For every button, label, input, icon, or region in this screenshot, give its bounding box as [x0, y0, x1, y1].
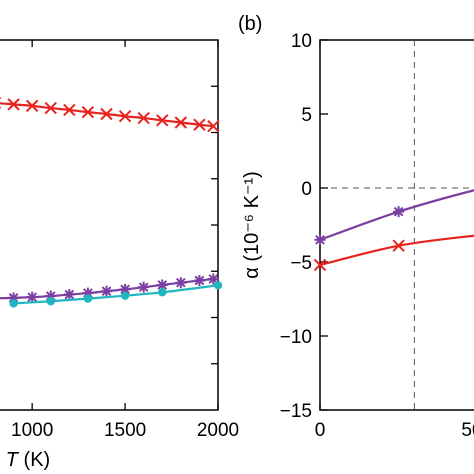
data-point [137, 111, 150, 125]
y-tick-label: 5 [301, 105, 312, 126]
data-point [7, 98, 20, 111]
panel-a-series [0, 96, 223, 308]
x-axis-label-variable: T [6, 449, 20, 471]
data-point [156, 279, 168, 291]
panel-b-ticks [319, 39, 328, 411]
data-point [9, 299, 18, 308]
data-point [83, 294, 93, 303]
data-point [313, 258, 327, 272]
data-point [25, 99, 39, 113]
panel-a-x-ticks [31, 40, 219, 410]
data-point [63, 289, 75, 301]
data-point [207, 273, 219, 285]
data-point [118, 110, 132, 123]
data-point [81, 105, 95, 119]
y-tick-label: −10 [280, 327, 312, 348]
y-tick-label: −5 [290, 253, 312, 274]
data-point [175, 277, 187, 289]
data-point [213, 281, 223, 290]
data-point [392, 239, 405, 252]
data-point [174, 116, 188, 129]
data-point [314, 234, 326, 246]
data-point [100, 107, 113, 121]
panel-b-reference-lines [320, 40, 474, 410]
y-tick-label: −15 [280, 401, 312, 422]
y-tick-label: 10 [291, 31, 312, 52]
panel-a-x-axis-label: T (K) [6, 449, 50, 471]
data-point [82, 287, 94, 299]
panel-a-frame [0, 39, 219, 411]
data-point [44, 101, 57, 115]
data-point [193, 118, 206, 131]
data-point [0, 297, 1, 300]
x-tick-label: 2000 [197, 420, 239, 441]
data-point [119, 283, 131, 295]
data-point [26, 291, 38, 303]
data-point [156, 114, 169, 127]
panel-b-frame [319, 39, 474, 411]
data-point [393, 206, 405, 218]
series-line-1 [319, 234, 474, 267]
panel-b-y-axis-label: α (10⁻⁶ K⁻¹) [241, 171, 263, 279]
panel-b-series [313, 189, 474, 272]
y-tick-label: 0 [301, 179, 312, 200]
x-tick-label: 1500 [104, 420, 146, 441]
data-point [46, 297, 55, 306]
data-point [120, 291, 130, 300]
panel-b-label: (b) [238, 13, 262, 35]
data-point [8, 292, 20, 304]
x-tick-label: 1000 [11, 420, 53, 441]
x-tick-label: 500 [461, 420, 474, 441]
data-point [158, 288, 167, 297]
data-point [193, 275, 205, 286]
x-tick-label: 0 [315, 420, 326, 441]
panel-a-x-tick-labels: 1000 1500 2000 [11, 420, 239, 441]
x-axis-label-unit: (K) [18, 449, 50, 471]
data-point [45, 290, 57, 302]
series-line-0 [319, 189, 474, 241]
data-point [138, 281, 150, 293]
panel-a: 1000 1500 2000 T (K) [0, 39, 239, 471]
data-point [207, 120, 220, 133]
data-point [63, 103, 76, 117]
data-point [101, 285, 112, 297]
series-line-2 [13, 284, 219, 305]
